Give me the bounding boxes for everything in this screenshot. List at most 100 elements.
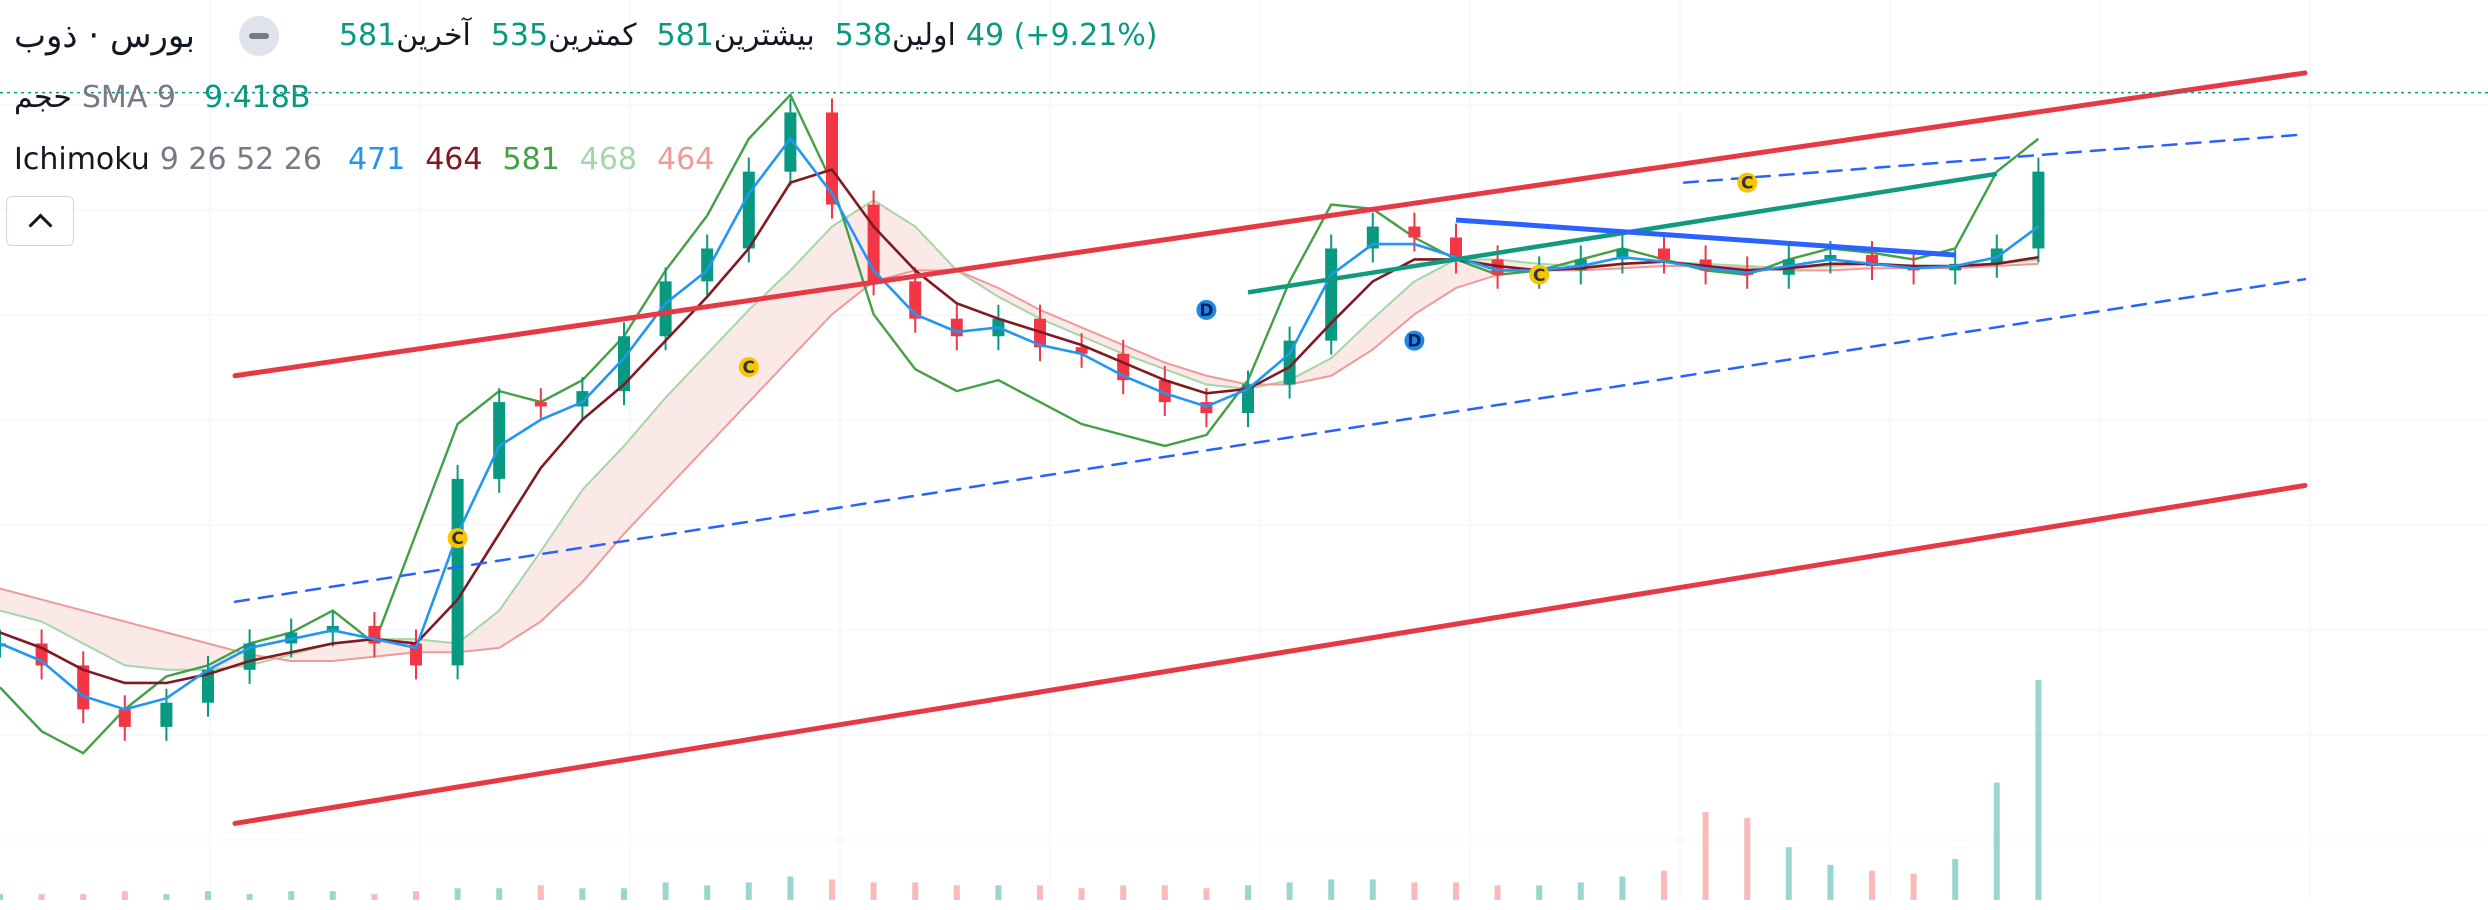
candle	[534, 402, 547, 407]
quote-value: 581	[338, 18, 397, 53]
volume-bar	[38, 894, 45, 900]
quote-label: کمترین	[548, 18, 637, 53]
volume-bar	[745, 882, 752, 900]
volume-bar	[1577, 882, 1584, 900]
volume-bar	[537, 885, 544, 900]
volume-bar	[1869, 870, 1875, 900]
signal-marker-label: C	[1741, 174, 1753, 194]
signal-marker-d	[1404, 330, 1425, 351]
blue-trend-line	[1455, 217, 1956, 258]
quote-item: بیشترین 581	[639, 16, 817, 56]
quote-values: اولین 538 بیشترین 581 کمترین 535 آخرین 581	[321, 16, 958, 56]
volume-label: حجم	[14, 80, 72, 115]
market-status-icon[interactable]	[238, 16, 279, 56]
volume-bar	[1161, 885, 1168, 900]
ichimoku-value: 464	[425, 142, 483, 177]
volume-bar	[2035, 680, 2042, 900]
volume-bar	[371, 894, 378, 900]
volume-bar	[704, 885, 711, 900]
chevron-up-icon	[27, 212, 53, 238]
candle	[160, 702, 173, 727]
signal-marker-label: C	[1533, 266, 1545, 286]
volume-bar	[205, 891, 211, 900]
ichimoku-tenkan-line	[0, 136, 2040, 711]
volume-bar	[1827, 864, 1834, 900]
signal-marker-label: D	[1407, 332, 1421, 352]
candle	[742, 171, 755, 249]
quote-label: اولین	[892, 18, 956, 53]
signal-marker-c	[1737, 172, 1758, 193]
candle	[1616, 248, 1629, 260]
volume-bar	[1702, 812, 1709, 900]
quote-value: 535	[490, 18, 549, 53]
volume-bar	[329, 891, 336, 900]
volume-bar	[1328, 879, 1335, 900]
volume-bar	[1245, 885, 1251, 900]
volume-bar	[1785, 847, 1792, 900]
candle	[451, 478, 464, 666]
volume-bar	[870, 882, 877, 900]
signal-marker-c	[447, 528, 468, 549]
volume-bar	[1078, 888, 1085, 900]
candle	[410, 643, 422, 666]
candle	[1658, 248, 1670, 260]
collapse-legend-button[interactable]	[6, 196, 74, 246]
volume-bar	[121, 891, 128, 900]
candle	[1158, 380, 1171, 403]
channel-lower-line	[232, 482, 2308, 826]
volume-bar	[80, 894, 87, 900]
signal-marker-c	[738, 356, 759, 377]
channel-mid-dashed-line	[233, 277, 2307, 604]
volume-bar	[1037, 885, 1043, 900]
ichimoku-value: 471	[347, 142, 406, 177]
volume-legend[interactable]: حجم SMA 9 9.418B	[14, 78, 324, 118]
volume-bar	[621, 888, 627, 900]
ichimoku-kijun-line	[0, 167, 2039, 685]
quote-item: اولین 538	[817, 16, 958, 56]
volume-bar	[1993, 782, 2000, 900]
candle	[1866, 255, 1878, 267]
volume-bar	[1453, 882, 1459, 900]
volume-bar	[454, 888, 461, 900]
candle	[1242, 384, 1254, 414]
volume-bar	[1411, 882, 1418, 900]
ichimoku-values: 471 464 581 468 464	[348, 140, 734, 180]
candle	[950, 318, 963, 337]
channel-upper-line	[232, 70, 2308, 379]
signal-marker-label: C	[743, 358, 755, 378]
candle	[202, 669, 214, 703]
signal-marker-c	[1529, 264, 1550, 285]
symbol-legend: بورس · ذوب اولین 538 بیشترین 581 کمترین 535 آخ…	[14, 16, 1157, 56]
quote-label: بیشترین	[713, 18, 815, 53]
ichimoku-value: 581	[502, 142, 560, 177]
price-change: 49 (+9.21%)	[965, 18, 1158, 53]
volume-bar	[0, 894, 3, 900]
quote-item: آخرین 581	[321, 16, 473, 56]
candle	[826, 112, 838, 205]
symbol-title[interactable]: بورس · ذوب	[14, 16, 195, 56]
ichimoku-params: 9 26 52 26	[159, 142, 322, 177]
volume-bar	[1952, 858, 1959, 900]
candle	[618, 336, 630, 392]
quote-item: کمترین 535	[473, 16, 639, 56]
volume-bar	[496, 888, 503, 900]
volume-bar	[995, 885, 1002, 900]
volume-bar	[787, 876, 794, 900]
volume-bar	[1744, 817, 1751, 900]
volume-bar	[1661, 870, 1667, 900]
volume-bar	[829, 879, 835, 900]
ichimoku-legend[interactable]: Ichimoku 9 26 52 26 471 464 581 468 464	[14, 140, 734, 180]
volume-bar	[912, 882, 919, 900]
ichimoku-value: 464	[657, 142, 715, 177]
volume-value: 9.418B	[203, 80, 311, 115]
volume-bar	[1494, 885, 1501, 900]
ichimoku-span-b-line	[0, 262, 2039, 663]
volume-bar	[413, 891, 419, 900]
candle	[659, 281, 672, 337]
volume-bar	[579, 888, 586, 900]
volume-bar	[1286, 882, 1293, 900]
candle	[493, 402, 506, 479]
volume-bar	[1619, 876, 1626, 900]
candle	[1450, 237, 1462, 260]
